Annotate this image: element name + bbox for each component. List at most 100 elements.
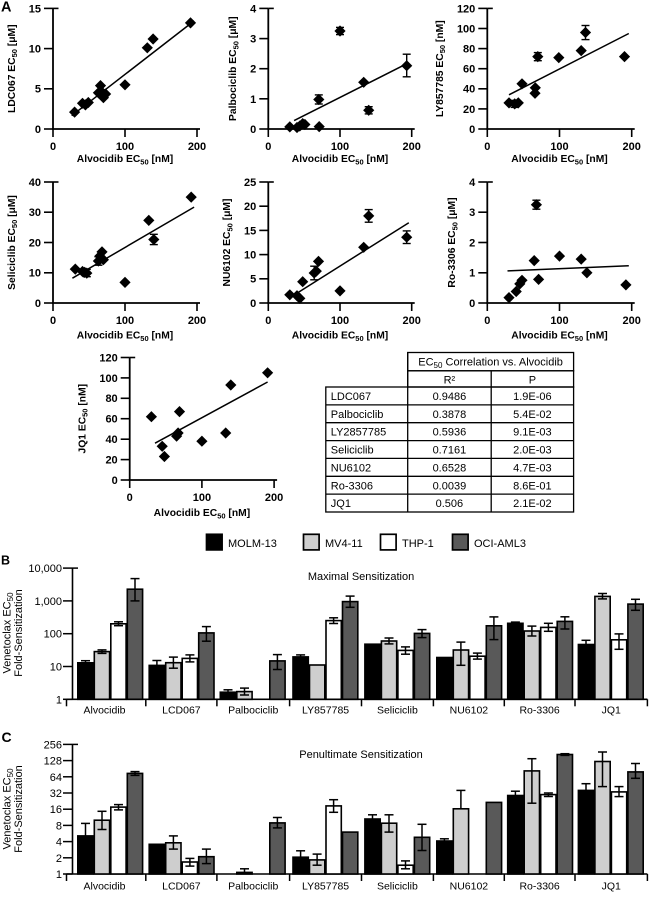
svg-text:EC50 Correlation vs. Alvocidib: EC50 Correlation vs. Alvocidib (418, 357, 563, 370)
svg-text:5: 5 (250, 274, 256, 286)
svg-text:15: 15 (29, 3, 41, 15)
svg-text:MOLM-13: MOLM-13 (228, 538, 277, 550)
svg-text:Seliciclib: Seliciclib (331, 445, 374, 457)
svg-text:0: 0 (35, 124, 41, 136)
svg-text:0.506: 0.506 (436, 498, 464, 510)
svg-text:25: 25 (244, 177, 256, 189)
svg-text:Alvocidib EC50 [nM]: Alvocidib EC50 [nM] (511, 331, 607, 343)
svg-text:4: 4 (56, 837, 62, 849)
svg-text:LY2857785: LY2857785 (331, 427, 386, 439)
svg-text:5.4E-02: 5.4E-02 (513, 409, 552, 421)
svg-text:120: 120 (99, 352, 117, 364)
svg-text:2.1E-02: 2.1E-02 (513, 498, 552, 510)
svg-text:2: 2 (250, 64, 256, 76)
svg-text:Penultimate Sensitization: Penultimate Sensitization (299, 749, 423, 761)
svg-text:OCI-AML3: OCI-AML3 (474, 538, 526, 550)
svg-text:0: 0 (50, 141, 56, 153)
svg-text:0.7161: 0.7161 (433, 445, 467, 457)
svg-text:LCD067: LCD067 (162, 881, 201, 893)
svg-text:32: 32 (50, 788, 62, 800)
svg-text:100: 100 (116, 315, 134, 327)
svg-text:0.9486: 0.9486 (433, 391, 467, 403)
svg-text:100: 100 (550, 315, 568, 327)
svg-text:Fold-Sensitization: Fold-Sensitization (13, 589, 25, 676)
svg-text:0: 0 (250, 298, 256, 310)
svg-text:MV4-11: MV4-11 (325, 538, 363, 550)
svg-text:Seliciclib EC50 [μM]: Seliciclib EC50 [μM] (7, 195, 19, 290)
svg-text:60: 60 (105, 414, 117, 426)
svg-text:B: B (1, 553, 10, 567)
svg-text:4: 4 (469, 177, 476, 189)
svg-text:20: 20 (29, 237, 41, 249)
svg-text:64: 64 (50, 772, 62, 784)
svg-text:Ro-3306: Ro-3306 (331, 480, 373, 492)
svg-text:200: 200 (188, 141, 206, 153)
svg-text:0: 0 (35, 298, 41, 310)
svg-text:Alvocidib EC50 [nM]: Alvocidib EC50 [nM] (511, 154, 607, 166)
svg-text:10,000: 10,000 (28, 563, 62, 575)
svg-text:100: 100 (99, 373, 117, 385)
svg-text:20: 20 (105, 455, 117, 467)
svg-text:20: 20 (244, 201, 256, 213)
svg-text:Alvocidib EC50 [nM]: Alvocidib EC50 [nM] (77, 331, 173, 343)
svg-text:3: 3 (469, 207, 475, 219)
svg-text:80: 80 (463, 44, 475, 56)
svg-text:NU6102 EC50 [μM]: NU6102 EC50 [μM] (222, 199, 234, 287)
svg-text:C: C (2, 729, 12, 745)
svg-text:200: 200 (623, 315, 641, 327)
svg-text:NU6102: NU6102 (450, 881, 489, 893)
svg-text:8.6E-01: 8.6E-01 (513, 480, 552, 492)
svg-text:Seliciclib: Seliciclib (377, 705, 418, 717)
svg-text:0: 0 (50, 315, 56, 327)
svg-text:Alvocidib EC50 [nM]: Alvocidib EC50 [nM] (292, 154, 388, 166)
svg-text:Fold-Sensitization: Fold-Sensitization (13, 765, 25, 852)
svg-text:THP-1: THP-1 (402, 538, 434, 550)
svg-text:LY857785 EC50 [nM]: LY857785 EC50 [nM] (435, 20, 447, 117)
svg-text:Palbociclib: Palbociclib (228, 705, 278, 717)
svg-text:LY857785: LY857785 (302, 881, 349, 893)
svg-text:JQ1: JQ1 (602, 705, 621, 717)
svg-text:100: 100 (331, 141, 349, 153)
svg-text:0.5936: 0.5936 (433, 427, 467, 439)
svg-text:0: 0 (127, 492, 133, 504)
svg-text:120: 120 (457, 3, 475, 15)
svg-text:0: 0 (484, 315, 490, 327)
svg-text:100: 100 (44, 629, 62, 641)
svg-text:JQ1: JQ1 (602, 881, 621, 893)
svg-text:0: 0 (250, 124, 256, 136)
svg-text:1.9E-06: 1.9E-06 (513, 391, 552, 403)
svg-text:9.1E-03: 9.1E-03 (513, 427, 552, 439)
svg-text:0: 0 (265, 315, 271, 327)
svg-text:Alvocidib EC50 [nM]: Alvocidib EC50 [nM] (154, 508, 250, 520)
svg-text:1: 1 (56, 869, 62, 881)
svg-text:5: 5 (35, 84, 41, 96)
svg-text:40: 40 (29, 177, 41, 189)
svg-text:10: 10 (29, 268, 41, 280)
svg-text:200: 200 (265, 492, 283, 504)
svg-text:JQ1: JQ1 (331, 498, 351, 510)
svg-text:Palbociclib: Palbociclib (228, 881, 278, 893)
svg-text:A: A (1, 0, 12, 16)
svg-text:0.6528: 0.6528 (433, 462, 467, 474)
svg-text:NU6102: NU6102 (331, 462, 371, 474)
svg-text:1: 1 (56, 694, 62, 706)
svg-text:JQ1 EC50 [nM]: JQ1 EC50 [nM] (77, 384, 89, 454)
svg-text:Alvocidib: Alvocidib (83, 705, 125, 717)
svg-text:NU6102: NU6102 (450, 705, 489, 717)
svg-text:8: 8 (56, 820, 62, 832)
svg-text:0: 0 (112, 475, 118, 487)
svg-text:Venetoclax EC50: Venetoclax EC50 (2, 592, 15, 674)
svg-text:Maximal Sensitization: Maximal Sensitization (308, 571, 414, 583)
svg-text:256: 256 (44, 739, 62, 751)
svg-text:Alvocidib EC50 [nM]: Alvocidib EC50 [nM] (77, 154, 173, 166)
svg-text:128: 128 (44, 756, 62, 768)
svg-text:1: 1 (469, 268, 475, 280)
svg-text:Palbociclib: Palbociclib (331, 409, 384, 421)
svg-text:100: 100 (116, 141, 134, 153)
svg-text:16: 16 (50, 804, 62, 816)
svg-text:Palbociclib EC50 [μM]: Palbociclib EC50 [μM] (228, 16, 240, 120)
svg-text:10: 10 (29, 44, 41, 56)
svg-text:Ro-3306: Ro-3306 (519, 705, 559, 717)
svg-text:30: 30 (29, 207, 41, 219)
svg-text:60: 60 (463, 64, 475, 76)
